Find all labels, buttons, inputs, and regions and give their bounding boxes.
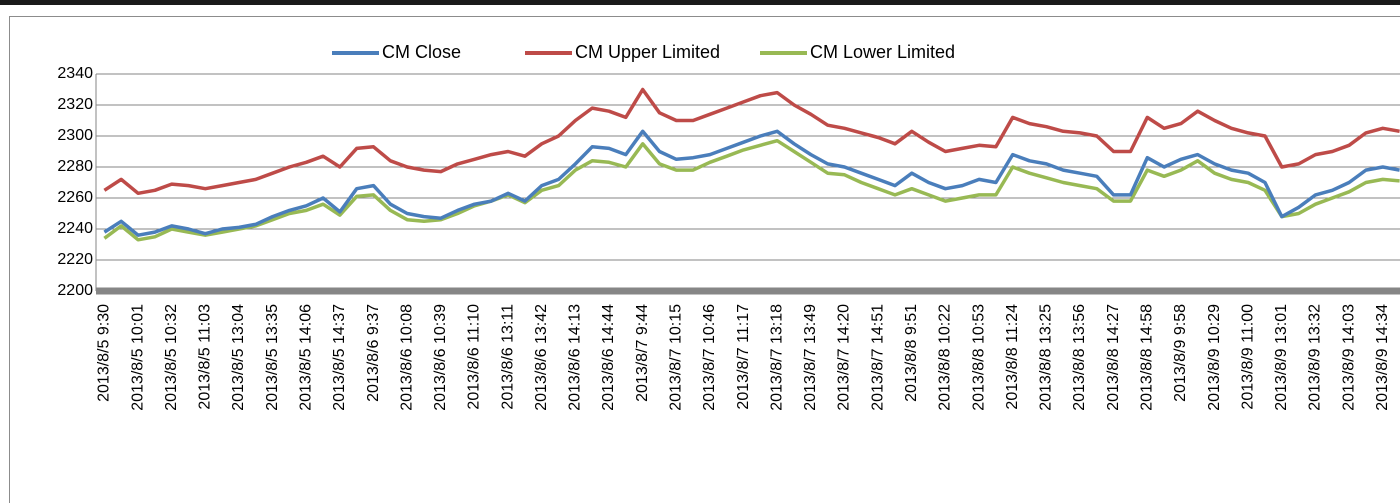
x-tick-label: 2013/8/5 10:01	[129, 304, 146, 411]
x-tick-label: 2013/8/6 14:13	[567, 304, 584, 411]
x-tick-label: 2013/8/7 13:18	[768, 304, 785, 411]
x-tick-label: 2013/8/5 11:03	[197, 304, 214, 410]
y-tick-label: 2240	[57, 220, 93, 237]
y-tick-label: 2260	[57, 189, 93, 206]
top-frame	[0, 0, 1400, 5]
y-tick-label: 2220	[57, 251, 93, 268]
y-tick-label: 2340	[57, 65, 93, 82]
x-tick-label: 2013/8/8 13:25	[1038, 304, 1055, 411]
x-tick-label: 2013/8/7 9:44	[634, 304, 651, 402]
x-tick-label: 2013/8/6 10:39	[432, 304, 449, 411]
x-tick-label: 2013/8/7 14:20	[836, 304, 853, 411]
x-tick-label: 2013/8/9 10:29	[1206, 304, 1223, 411]
x-tick-label: 2013/8/9 9:58	[1172, 304, 1189, 402]
x-tick-label: 2013/8/5 9:30	[96, 304, 113, 402]
y-tick-label: 2300	[57, 127, 93, 144]
x-tick-label: 2013/8/7 14:51	[869, 304, 886, 411]
x-tick-label: 2013/8/9 14:03	[1340, 304, 1357, 411]
x-tick-label: 2013/8/6 13:42	[533, 304, 550, 411]
x-tick-label: 2013/8/8 10:22	[937, 304, 954, 411]
series-line	[103, 87, 1400, 196]
x-tick-label: 2013/8/5 14:06	[297, 304, 314, 411]
x-tick-label: 2013/8/6 14:44	[600, 304, 617, 411]
x-tick-label: 2013/8/9 13:32	[1307, 304, 1324, 411]
x-tick-label: 2013/8/8 14:58	[1139, 304, 1156, 411]
legend-label: CM Upper Limited	[575, 42, 720, 62]
legend-label: CM Lower Limited	[810, 42, 955, 62]
x-tick-label: 2013/8/9 11:00	[1239, 304, 1256, 410]
legend-label: CM Close	[382, 42, 461, 62]
x-tick-label: 2013/8/6 10:08	[398, 304, 415, 411]
x-tick-label: 2013/8/8 10:53	[970, 304, 987, 411]
x-tick-label: 2013/8/7 13:49	[802, 304, 819, 411]
y-tick-label: 2280	[57, 158, 93, 175]
y-tick-label: 2200	[57, 282, 93, 299]
y-tick-label: 2320	[57, 96, 93, 113]
x-tick-label: 2013/8/6 13:11	[499, 304, 516, 410]
x-tick-label: 2013/8/7 10:46	[701, 304, 718, 411]
x-tick-label: 2013/8/7 10:15	[668, 304, 685, 411]
x-tick-label: 2013/8/9 14:34	[1374, 304, 1391, 411]
x-tick-label: 2013/8/9 13:01	[1273, 304, 1290, 411]
x-tick-label: 2013/8/5 13:04	[230, 304, 247, 411]
x-tick-label: 2013/8/8 9:51	[903, 304, 920, 402]
series-line	[103, 138, 1400, 242]
x-tick-label: 2013/8/8 11:24	[1004, 304, 1021, 410]
x-tick-label: 2013/8/5 13:35	[264, 304, 281, 411]
x-tick-label: 2013/8/5 10:32	[163, 304, 180, 411]
x-tick-label: 2013/8/6 11:10	[466, 304, 483, 410]
x-tick-label: 2013/8/6 9:37	[365, 304, 382, 402]
x-tick-label: 2013/8/8 13:56	[1071, 304, 1088, 411]
x-tick-label: 2013/8/8 14:27	[1105, 304, 1122, 411]
x-tick-label: 2013/8/5 14:37	[331, 304, 348, 411]
series-line	[103, 129, 1400, 237]
x-tick-label: 2013/8/7 11:17	[735, 304, 752, 410]
